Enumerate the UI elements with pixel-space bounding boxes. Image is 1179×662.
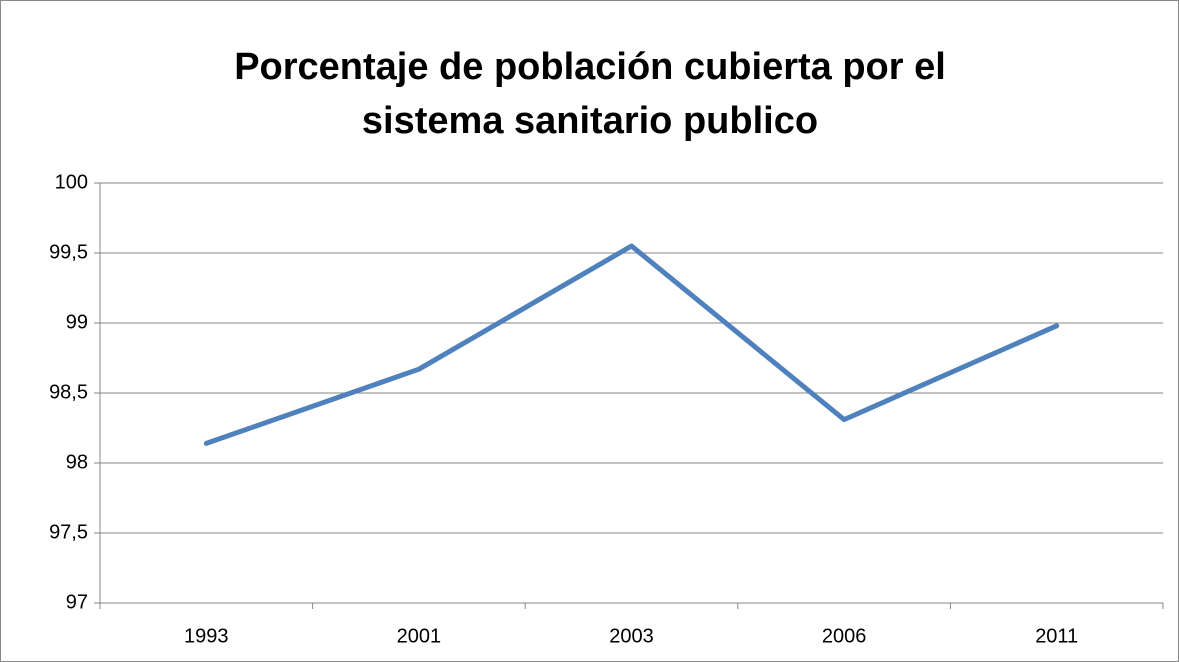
x-tick-label: 2003 [609, 625, 654, 647]
y-tick-label: 98 [66, 451, 88, 473]
y-tick-label: 98,5 [49, 381, 88, 403]
y-tick-label: 97 [66, 591, 88, 613]
x-tick-label: 2011 [1035, 625, 1078, 647]
y-tick-label: 99,5 [49, 241, 88, 263]
data-line [203, 243, 1060, 446]
x-tick-label: 2001 [397, 625, 442, 647]
y-tick-label: 100 [55, 171, 88, 193]
x-tick-label: 1993 [184, 625, 229, 647]
y-tick-label: 97,5 [49, 521, 88, 543]
y-tick-label: 99 [66, 311, 88, 333]
x-tick-label: 2006 [822, 625, 867, 647]
chart-title: Porcentaje de población cubierta por el … [234, 46, 946, 142]
